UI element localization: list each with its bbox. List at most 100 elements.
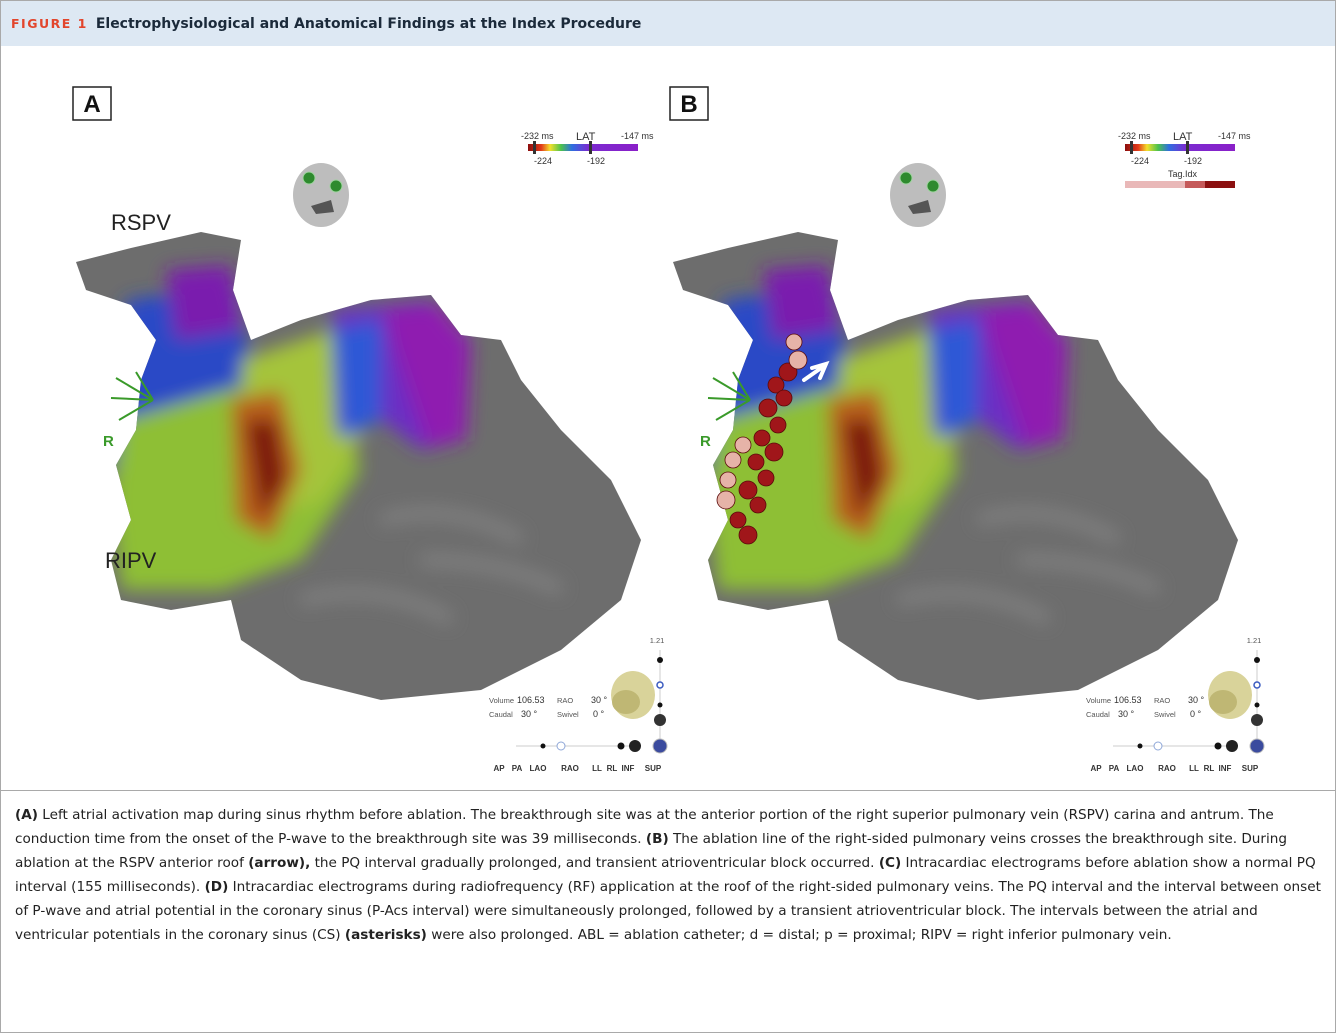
ablation-tag <box>748 454 764 470</box>
view-preset-button: LAO <box>1127 764 1144 773</box>
slider-dot <box>1254 682 1260 688</box>
lat-title: LAT <box>576 131 596 143</box>
ablation-tag <box>765 443 783 461</box>
zoom-dot <box>1215 743 1222 750</box>
view-preset-button: SUP <box>645 764 662 773</box>
panel-label: B <box>680 91 697 118</box>
view-preset-button: INF <box>1219 764 1232 773</box>
view-rao-label: RAO <box>557 696 573 705</box>
caption-emphasis: (arrow), <box>248 855 310 871</box>
figure-label: FIGURE 1 <box>11 16 88 31</box>
lat-marker <box>1130 141 1133 154</box>
zoom-dot <box>541 744 546 749</box>
lat-max: -147 ms <box>621 131 654 141</box>
caption-emphasis: (A) <box>15 807 38 823</box>
ablation-tag <box>786 334 802 350</box>
anatomy-label: RIPV <box>105 548 157 573</box>
figure-caption: (A) Left atrial activation map during si… <box>1 791 1335 947</box>
orientation-label: R <box>700 433 711 450</box>
ablation-tag <box>739 526 757 544</box>
lat-mark-label: -224 <box>534 156 552 166</box>
view-volume-label: Volume <box>1086 696 1111 705</box>
lat-min: -232 ms <box>1118 131 1151 141</box>
view-caudal-label: Caudal <box>489 710 513 719</box>
panel-label: A <box>83 91 100 118</box>
slider-dot <box>658 703 663 708</box>
ablation-tag <box>770 417 786 433</box>
caption-emphasis: (D) <box>205 879 229 895</box>
view-preset-button: AP <box>493 764 505 773</box>
view-rao: 30 ° <box>1188 695 1205 705</box>
view-preset-button: LL <box>592 764 602 773</box>
caption-emphasis: (C) <box>879 855 901 871</box>
tag-index-bar-light <box>1125 181 1185 188</box>
ablation-tag <box>717 491 735 509</box>
zoom-dot <box>557 742 565 750</box>
tag-index-bar-dark <box>1205 181 1235 188</box>
caption-emphasis: (asterisks) <box>345 927 427 943</box>
orientation-label: R <box>103 433 114 450</box>
caption-text: were also prolonged. ABL = ablation cath… <box>427 927 1172 943</box>
lat-marker <box>589 141 592 154</box>
view-caudal: 30 ° <box>1118 709 1135 719</box>
view-swivel-label: Swivel <box>1154 710 1176 719</box>
view-volume: 106.53 <box>517 695 545 705</box>
caption-emphasis: (B) <box>646 831 669 847</box>
ablation-tag <box>759 399 777 417</box>
zoom-dot <box>1138 744 1143 749</box>
lat-marker <box>533 141 536 154</box>
scale-max: 1.21 <box>650 636 665 645</box>
tag-index-label: Tag.Idx <box>1168 169 1198 179</box>
view-rao: 30 ° <box>591 695 608 705</box>
slider-dot <box>657 682 663 688</box>
view-preset-button: PA <box>1109 764 1120 773</box>
ablation-tag <box>754 430 770 446</box>
lat-bar <box>1125 144 1235 151</box>
view-button <box>1251 714 1263 726</box>
lat-title: LAT <box>1173 131 1193 143</box>
view-button <box>654 714 666 726</box>
view-volume-label: Volume <box>489 696 514 705</box>
figure-title: Electrophysiological and Anatomical Find… <box>96 16 642 32</box>
ablation-tag <box>735 437 751 453</box>
ablation-tag <box>730 512 746 528</box>
ablation-tag <box>789 351 807 369</box>
lat-bar <box>528 144 638 151</box>
view-volume: 106.53 <box>1114 695 1142 705</box>
ablation-tag <box>720 472 736 488</box>
view-preset-button: INF <box>622 764 635 773</box>
view-preset-button: PA <box>512 764 523 773</box>
lat-min: -232 ms <box>521 131 554 141</box>
view-preset-button: LAO <box>530 764 547 773</box>
view-preset-button: RAO <box>1158 764 1176 773</box>
ablation-tag <box>750 497 766 513</box>
lat-mark-label: -192 <box>1184 156 1202 166</box>
zoom-dot <box>629 740 641 752</box>
ablation-tag <box>758 470 774 486</box>
atrial-map <box>76 163 655 719</box>
scale-max: 1.21 <box>1247 636 1262 645</box>
view-preset-button: RAO <box>561 764 579 773</box>
zoom-dot <box>1226 740 1238 752</box>
view-button <box>653 739 667 753</box>
ablation-tag <box>739 481 757 499</box>
view-swivel: 0 ° <box>1190 709 1202 719</box>
tag-index-bar-mid <box>1185 181 1205 188</box>
zoom-dot <box>1154 742 1162 750</box>
view-preset-button: LL <box>1189 764 1199 773</box>
figure-header: FIGURE 1 Electrophysiological and Anatom… <box>1 1 1335 46</box>
zoom-dot <box>618 743 625 750</box>
view-preset-button: SUP <box>1242 764 1259 773</box>
ablation-tag <box>776 390 792 406</box>
lat-mark-label: -224 <box>1131 156 1149 166</box>
view-button <box>1250 739 1264 753</box>
view-caudal: 30 ° <box>521 709 538 719</box>
ablation-tag <box>725 452 741 468</box>
slider-dot <box>1255 703 1260 708</box>
view-swivel-label: Swivel <box>557 710 579 719</box>
view-preset-button: RL <box>607 764 618 773</box>
slider-dot <box>1254 657 1260 663</box>
view-preset-button: RL <box>1204 764 1215 773</box>
